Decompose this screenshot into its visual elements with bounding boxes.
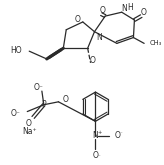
Text: CH₃: CH₃: [150, 40, 162, 46]
Text: N: N: [92, 131, 98, 140]
Text: ⁻: ⁻: [98, 155, 101, 160]
Text: P: P: [41, 100, 46, 109]
Text: O: O: [92, 151, 98, 160]
Text: O: O: [140, 8, 146, 17]
Text: O: O: [25, 119, 31, 128]
Text: HO: HO: [10, 46, 21, 55]
Text: O⁻: O⁻: [34, 83, 44, 92]
Text: N: N: [121, 4, 127, 13]
Text: O⁻: O⁻: [11, 109, 20, 118]
Text: O: O: [99, 6, 105, 15]
Text: ⁻: ⁻: [120, 132, 123, 136]
Text: O: O: [90, 56, 95, 65]
Text: O: O: [75, 15, 81, 24]
Text: N: N: [96, 33, 102, 42]
Text: O: O: [115, 131, 121, 140]
Text: O: O: [62, 95, 68, 104]
Text: Na⁺: Na⁺: [22, 127, 37, 135]
Text: H: H: [128, 3, 133, 12]
Text: +: +: [97, 131, 102, 135]
